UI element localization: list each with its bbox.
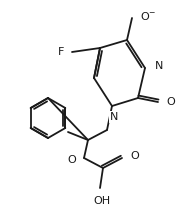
Text: O: O [67, 155, 76, 165]
Text: O: O [166, 97, 175, 107]
Text: N: N [110, 112, 118, 122]
Text: O: O [130, 151, 139, 161]
Text: F: F [58, 47, 64, 57]
Text: OH: OH [93, 196, 111, 206]
Text: N: N [155, 61, 163, 71]
Text: O$^{-}$: O$^{-}$ [140, 10, 156, 22]
